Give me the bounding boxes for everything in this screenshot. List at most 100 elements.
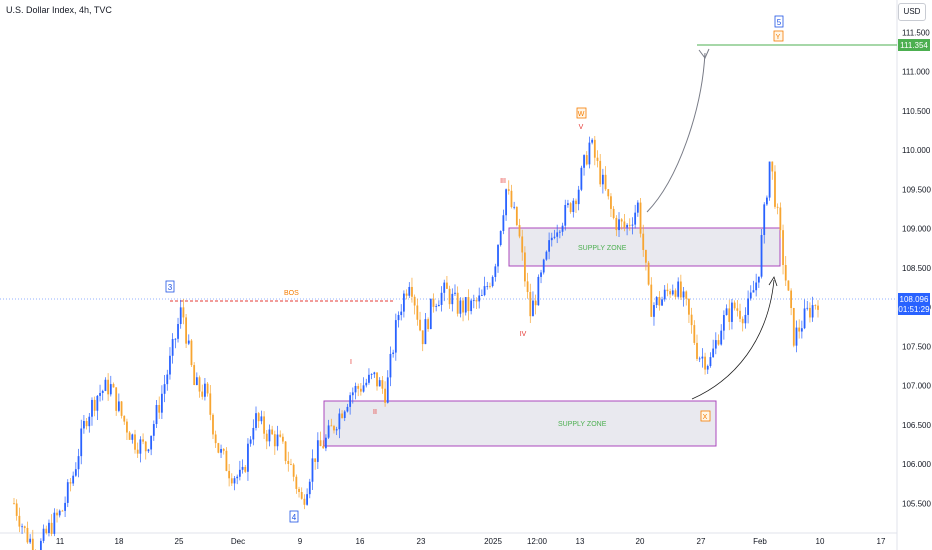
wave-v-label: V bbox=[579, 124, 584, 131]
bos-label: BOS bbox=[284, 290, 299, 297]
candle-body bbox=[779, 207, 782, 231]
candle-body bbox=[744, 314, 747, 324]
candle-body bbox=[368, 374, 370, 383]
candle-body bbox=[287, 460, 290, 464]
candle-body bbox=[134, 434, 136, 450]
candle-body bbox=[448, 288, 451, 305]
currency-button[interactable]: USD bbox=[898, 3, 926, 21]
candle-body bbox=[45, 528, 48, 534]
candle-body bbox=[749, 292, 752, 299]
candle-body bbox=[80, 428, 83, 457]
candle-body bbox=[526, 281, 529, 292]
candle-body bbox=[712, 348, 715, 358]
candle-body bbox=[725, 308, 728, 316]
candle-body bbox=[48, 522, 50, 534]
price-axis[interactable]: 105.500 106.000 106.500 107.000 107.500 108.0… bbox=[902, 28, 931, 508]
candle-body bbox=[18, 515, 21, 527]
y-tick-label: 111.500 bbox=[902, 28, 930, 37]
candle-body bbox=[384, 388, 386, 403]
candle-body bbox=[733, 302, 736, 309]
candle-body bbox=[701, 356, 704, 359]
candle-body bbox=[607, 189, 610, 197]
candle-body bbox=[276, 434, 279, 447]
candle-body bbox=[432, 298, 435, 307]
wave-4-box[interactable] bbox=[289, 510, 299, 523]
candle-body bbox=[443, 282, 446, 293]
candle-body bbox=[126, 421, 128, 433]
candle-body bbox=[177, 323, 179, 339]
candle-body bbox=[771, 161, 774, 172]
y-tick-label: 109.000 bbox=[902, 225, 931, 234]
candle-body bbox=[268, 429, 271, 442]
candle-body bbox=[101, 390, 104, 393]
candle-body bbox=[636, 202, 639, 213]
candle-body bbox=[792, 308, 795, 346]
candle-body bbox=[109, 384, 112, 395]
candle-body bbox=[760, 235, 763, 277]
candle-body bbox=[679, 281, 682, 298]
candle-body bbox=[96, 395, 99, 411]
candle-body bbox=[768, 161, 771, 198]
candle-body bbox=[343, 411, 346, 418]
candle-body bbox=[136, 449, 139, 454]
candle-body bbox=[166, 374, 169, 385]
candle-body bbox=[260, 416, 263, 422]
candle-body bbox=[545, 251, 548, 260]
wave-iv-label: IV bbox=[520, 331, 527, 338]
candle-body bbox=[88, 416, 91, 427]
candle-body bbox=[677, 281, 680, 297]
x-tick-label: 27 bbox=[697, 537, 706, 546]
candle-body bbox=[169, 355, 171, 375]
candle-body bbox=[478, 295, 481, 302]
projection-arrow-curve-head bbox=[768, 276, 778, 287]
wave-3-box[interactable] bbox=[165, 280, 175, 293]
candle-body bbox=[790, 290, 793, 309]
wave-y-box[interactable] bbox=[773, 30, 784, 42]
candle-body bbox=[405, 293, 408, 296]
candle-body bbox=[69, 482, 72, 484]
candle-body bbox=[596, 157, 599, 161]
candle-body bbox=[335, 429, 338, 431]
candle-body bbox=[776, 206, 779, 208]
candle-body bbox=[421, 330, 424, 345]
candle-body bbox=[480, 295, 483, 296]
wave-w-box[interactable] bbox=[576, 107, 587, 119]
target-price-badge[interactable] bbox=[898, 39, 930, 51]
last-price-badge[interactable] bbox=[898, 293, 930, 315]
candle-body bbox=[513, 206, 516, 208]
candle-body bbox=[158, 404, 161, 413]
candle-body bbox=[120, 401, 123, 416]
candle-body bbox=[685, 291, 688, 299]
candle-body bbox=[577, 189, 580, 205]
candle-body bbox=[93, 399, 96, 411]
wave-x-label: X bbox=[703, 414, 708, 421]
candle-body bbox=[671, 290, 674, 295]
x-tick-label: 2025 bbox=[484, 537, 502, 546]
candle-body bbox=[284, 441, 287, 461]
candle-body bbox=[475, 300, 478, 302]
wave-5-box[interactable] bbox=[774, 15, 784, 28]
candle-body bbox=[64, 502, 66, 511]
candle-body bbox=[497, 245, 499, 267]
projection-arrow-curve[interactable] bbox=[691, 279, 775, 400]
y-tick-label: 109.500 bbox=[902, 185, 931, 194]
candle-body bbox=[728, 308, 731, 322]
candle-body bbox=[424, 319, 427, 345]
time-axis[interactable]: 11 18 25 Dec 9 16 23 2025 12:00 13 20 27 Feb 10 17 bbox=[56, 537, 886, 546]
candle-body bbox=[803, 308, 806, 329]
candle-body bbox=[244, 466, 247, 472]
candle-body bbox=[179, 307, 182, 324]
candle-body bbox=[798, 327, 801, 332]
supply-zone-lower[interactable] bbox=[323, 400, 717, 447]
supply-zone-lower-label: SUPPLY ZONE bbox=[558, 421, 607, 428]
candle-body bbox=[464, 297, 467, 313]
candle-body bbox=[806, 307, 809, 309]
candle-body bbox=[378, 380, 381, 387]
wave-x-box[interactable] bbox=[700, 410, 711, 422]
candle-body bbox=[483, 286, 486, 296]
projection-arrow-up[interactable] bbox=[646, 52, 706, 213]
candle-body bbox=[220, 448, 222, 453]
candle-body bbox=[688, 298, 690, 315]
x-tick-label: 13 bbox=[576, 537, 585, 546]
